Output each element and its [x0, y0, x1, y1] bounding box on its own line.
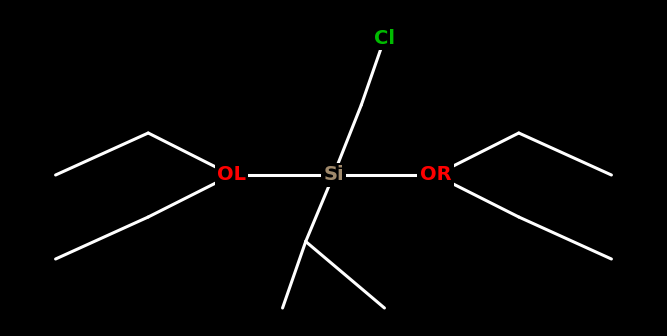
- Text: Si: Si: [323, 166, 344, 184]
- Text: OL: OL: [217, 166, 246, 184]
- Text: Cl: Cl: [374, 29, 395, 48]
- Text: OR: OR: [420, 166, 451, 184]
